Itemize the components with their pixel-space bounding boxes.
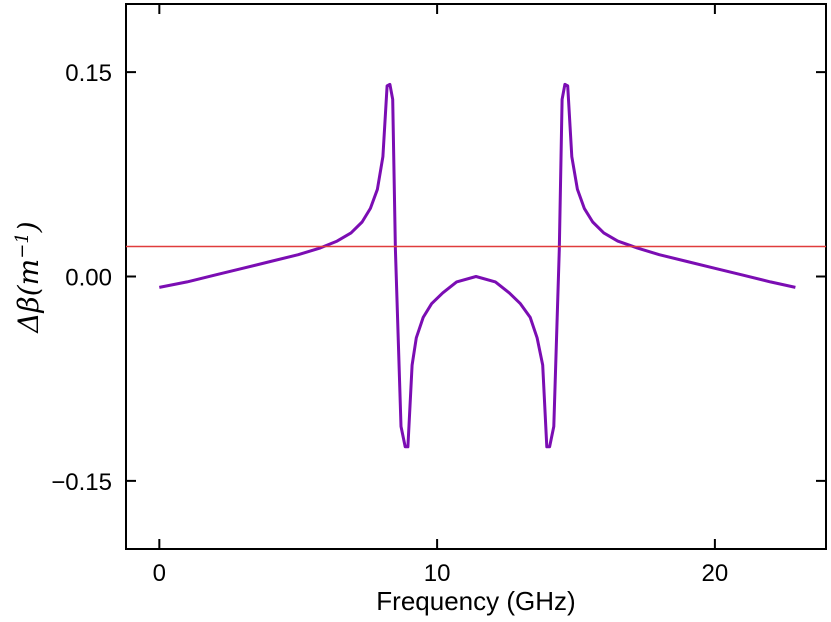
y-axis-label: Δβ(m−1)	[12, 221, 45, 333]
x-ticks: 0 10 20	[153, 4, 729, 587]
x-axis-label: Frequency (GHz)	[376, 586, 575, 616]
series-line-delta-beta	[159, 82, 796, 449]
x-tick-label: 10	[424, 560, 451, 587]
y-axis-label-main: Δβ(m	[12, 259, 45, 334]
y-tick-label: −0.15	[51, 469, 112, 496]
x-tick-label: 0	[153, 560, 166, 587]
y-axis-label-exponent: −1	[12, 232, 33, 259]
series-group	[126, 82, 826, 449]
y-tick-label: 0.15	[65, 60, 112, 87]
x-tick-label: 20	[702, 560, 729, 587]
y-tick-label: 0.00	[65, 265, 112, 292]
y-ticks: −0.15 0.00 0.15	[51, 60, 826, 496]
y-axis-label-close: )	[12, 221, 45, 233]
